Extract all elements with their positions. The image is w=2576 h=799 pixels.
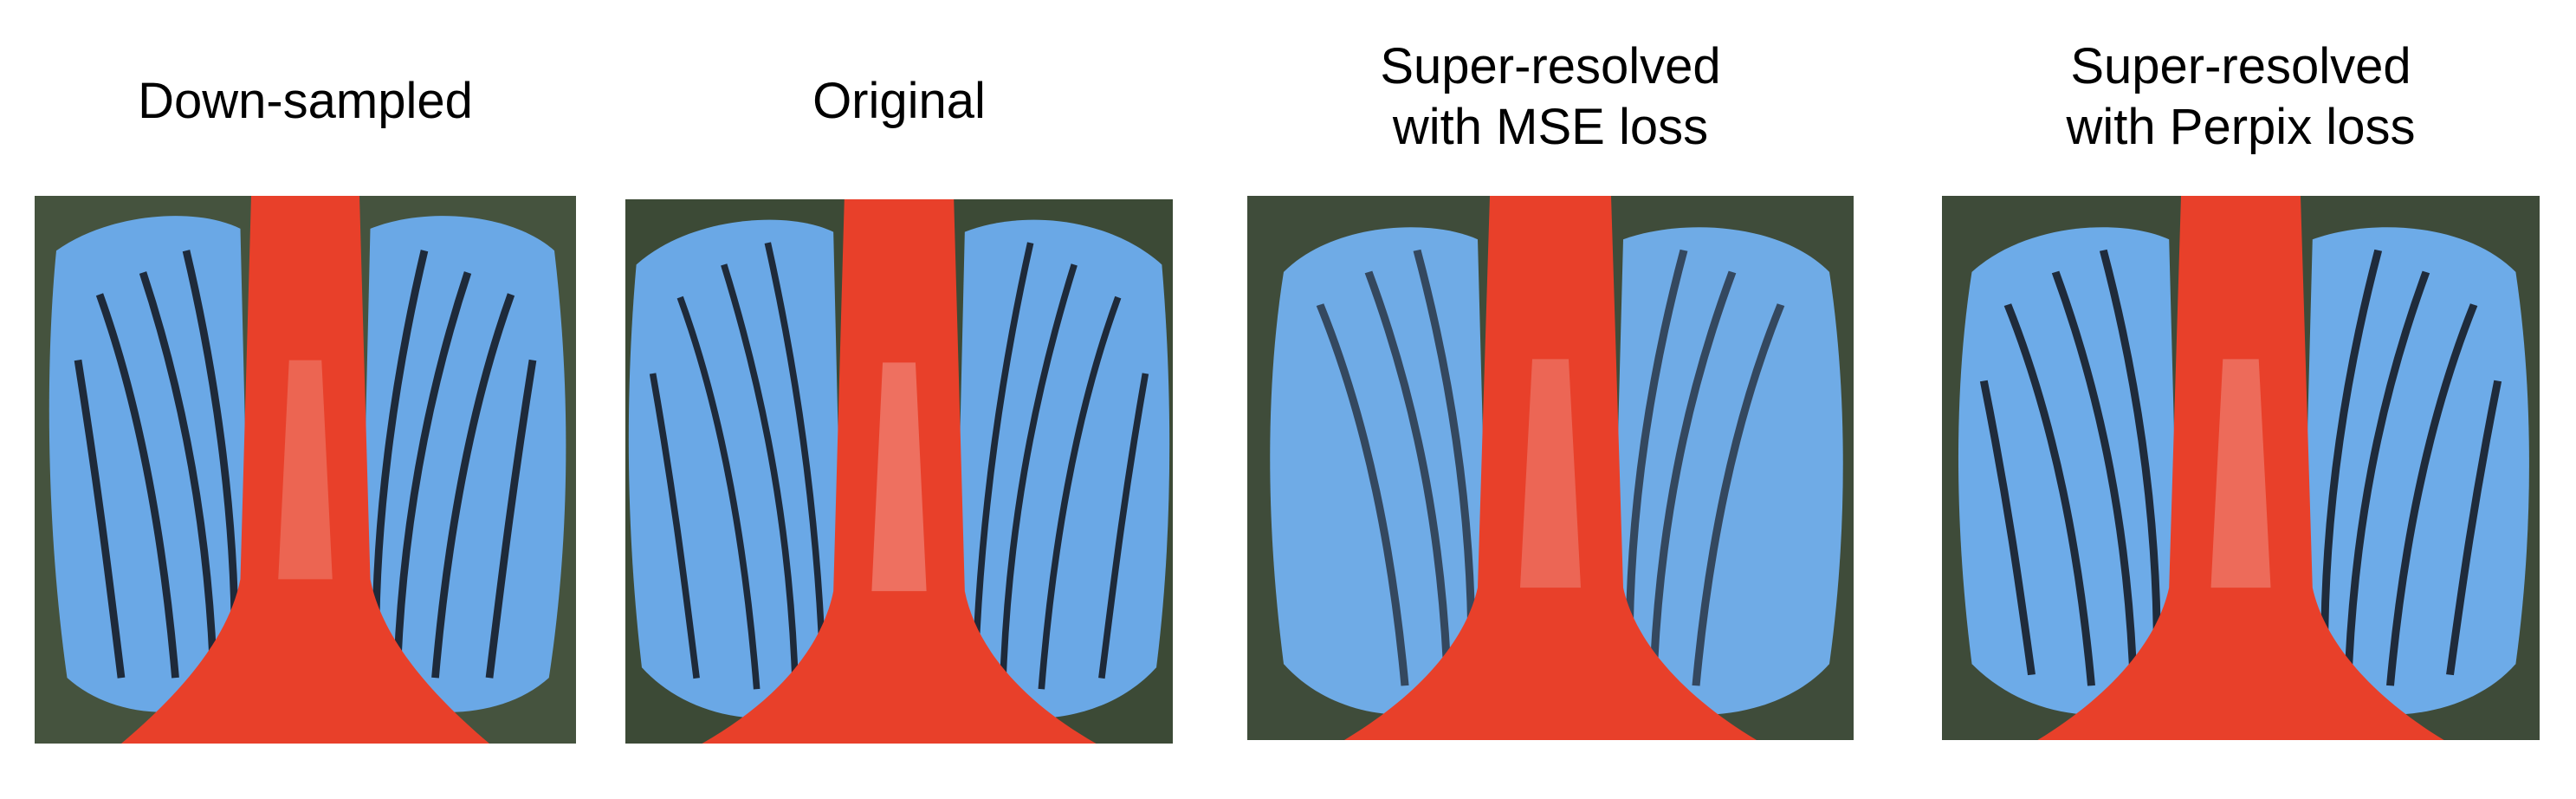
image-super-resolved-mse bbox=[1247, 196, 1854, 740]
mandrill-nose-image bbox=[625, 199, 1173, 744]
caption-down-sampled: Down-sampled bbox=[138, 73, 473, 129]
image-original bbox=[625, 199, 1173, 744]
panel-original: Original bbox=[625, 0, 1173, 799]
panel-mse: Super-resolved with MSE loss bbox=[1247, 0, 1854, 799]
caption-perpix: Super-resolved with Perpix loss bbox=[2066, 38, 2416, 155]
image-super-resolved-perpix bbox=[1942, 196, 2540, 740]
mandrill-nose-image bbox=[1942, 196, 2540, 740]
caption-mse: Super-resolved with MSE loss bbox=[1380, 38, 1721, 155]
image-down-sampled bbox=[35, 196, 576, 744]
panel-down-sampled: Down-sampled bbox=[35, 0, 576, 799]
mandrill-nose-image bbox=[1247, 196, 1854, 740]
panel-perpix: Super-resolved with Perpix loss bbox=[1942, 0, 2540, 799]
mandrill-nose-image bbox=[35, 196, 576, 744]
caption-original: Original bbox=[812, 73, 986, 129]
